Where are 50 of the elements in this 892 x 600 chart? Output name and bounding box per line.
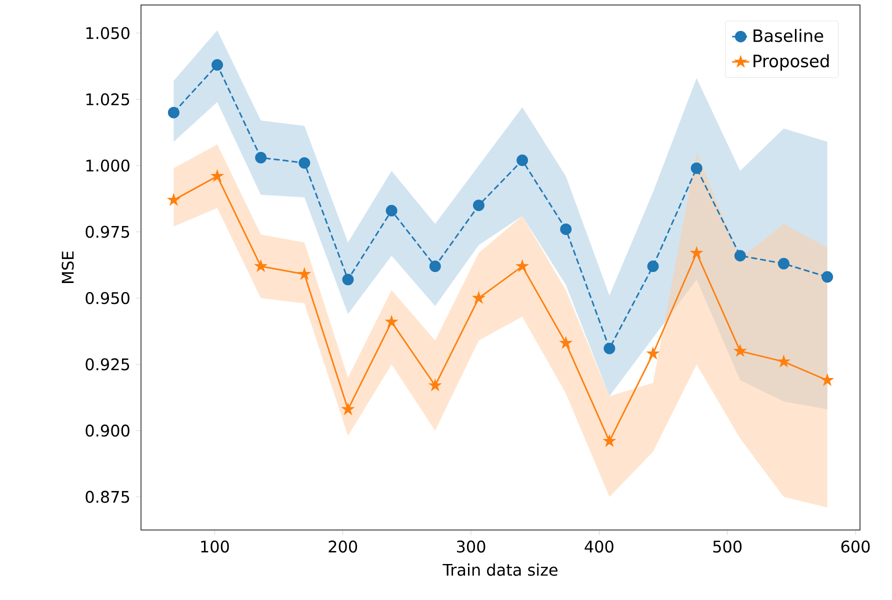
y-axis-title: MSE (62, 251, 74, 283)
point (778, 258, 790, 270)
y-tick-label: 0.875 (86, 490, 130, 503)
x-tick-label: 400 (584, 540, 614, 553)
point (515, 259, 530, 272)
y-tick-label: 0.950 (86, 292, 130, 304)
x-tick-label: 100 (201, 540, 229, 553)
point (166, 192, 181, 206)
point (255, 152, 267, 164)
point (690, 246, 704, 259)
y-tick-label: 0.925 (86, 358, 130, 370)
point (559, 336, 573, 349)
point (602, 434, 616, 448)
x-tick-label: 600 (841, 540, 870, 553)
point (210, 168, 224, 182)
y-tick-label: 1.025 (86, 93, 130, 106)
point (734, 250, 746, 262)
point (386, 204, 398, 216)
legend-label: Proposed (754, 54, 829, 71)
point (428, 378, 442, 392)
x-tick-label: 200 (328, 540, 358, 553)
point (384, 314, 398, 328)
y-tick-label: 1.000 (86, 160, 130, 172)
y-tick-label: 1.050 (86, 27, 130, 40)
point (429, 260, 441, 272)
point (604, 342, 616, 354)
point (776, 354, 791, 368)
point (733, 344, 748, 357)
point (516, 154, 528, 166)
point (646, 346, 660, 360)
point (212, 59, 224, 71)
point (254, 259, 268, 272)
point (560, 223, 572, 235)
x-axis-title: Train data size (442, 563, 558, 576)
point (341, 402, 355, 416)
point (822, 271, 834, 283)
point (342, 274, 354, 286)
x-tick-label: 500 (713, 540, 742, 553)
y-tick-label: 0.975 (86, 226, 130, 238)
point (820, 373, 834, 386)
point (647, 260, 659, 272)
x-tick-label: 300 (456, 540, 486, 553)
point (472, 200, 484, 212)
point (298, 267, 312, 280)
point (472, 290, 486, 304)
legend-label: Baseline (754, 28, 824, 42)
y-tick-label: 0.900 (86, 424, 130, 437)
point (690, 162, 702, 174)
point (168, 106, 180, 118)
point (298, 157, 310, 169)
